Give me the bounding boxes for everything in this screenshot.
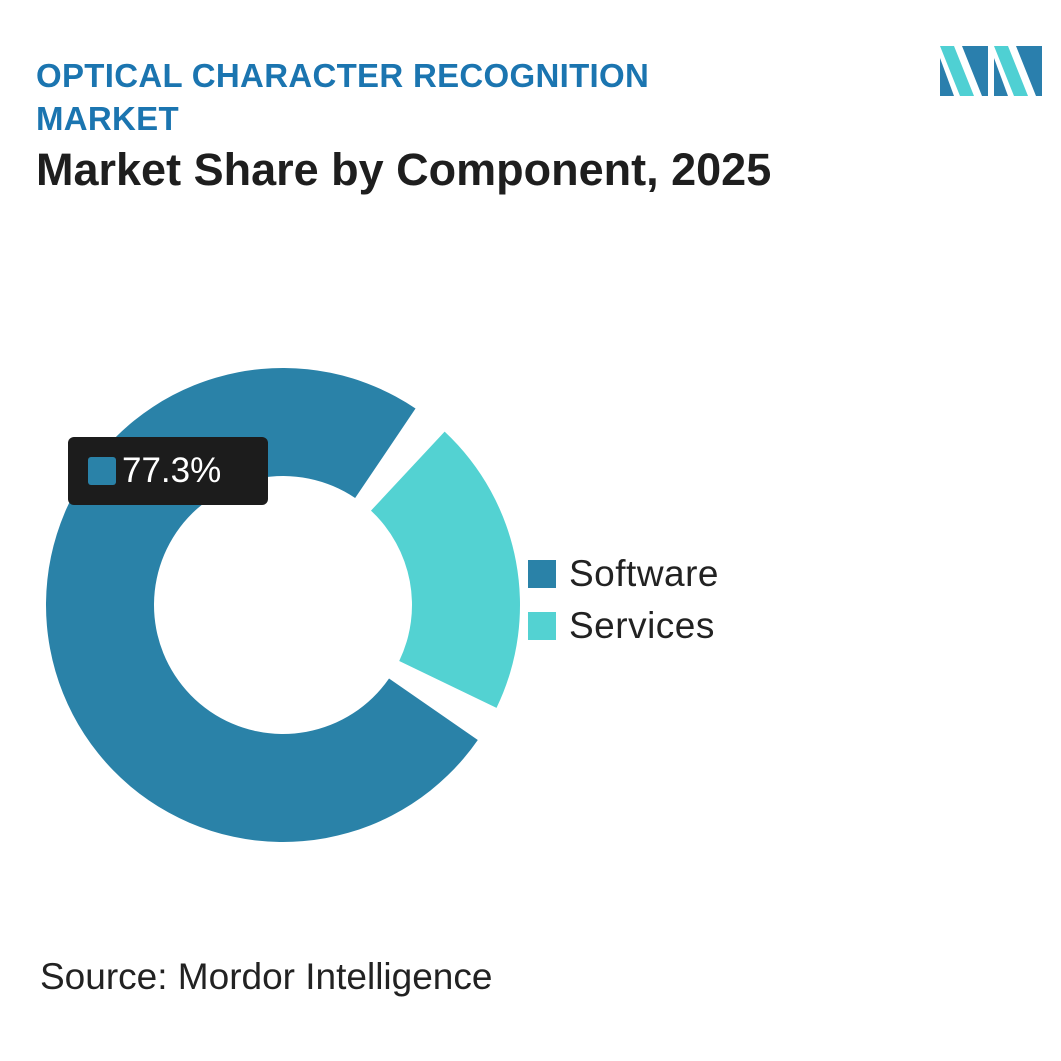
chart-supertitle: OPTICAL CHARACTER RECOGNITION MARKET: [36, 57, 650, 137]
chart-title: Market Share by Component, 2025: [36, 144, 772, 195]
chart-legend: Software Services: [528, 548, 719, 652]
donut-slice-services: [370, 431, 521, 708]
source-note: Source: Mordor Intelligence: [40, 956, 493, 997]
legend-label-services: Services: [569, 605, 715, 646]
tooltip-swatch: [88, 457, 116, 485]
mordor-intelligence-logo-icon: [940, 46, 1042, 96]
legend-label-software: Software: [569, 553, 720, 594]
legend-swatch-services: [528, 612, 556, 640]
legend-item-software: Software: [528, 548, 719, 600]
legend-item-services: Services: [528, 600, 719, 652]
value-tooltip: 77.3%: [68, 437, 268, 505]
legend-swatch-software: [528, 560, 556, 588]
tooltip-value: 77.3%: [122, 451, 222, 490]
